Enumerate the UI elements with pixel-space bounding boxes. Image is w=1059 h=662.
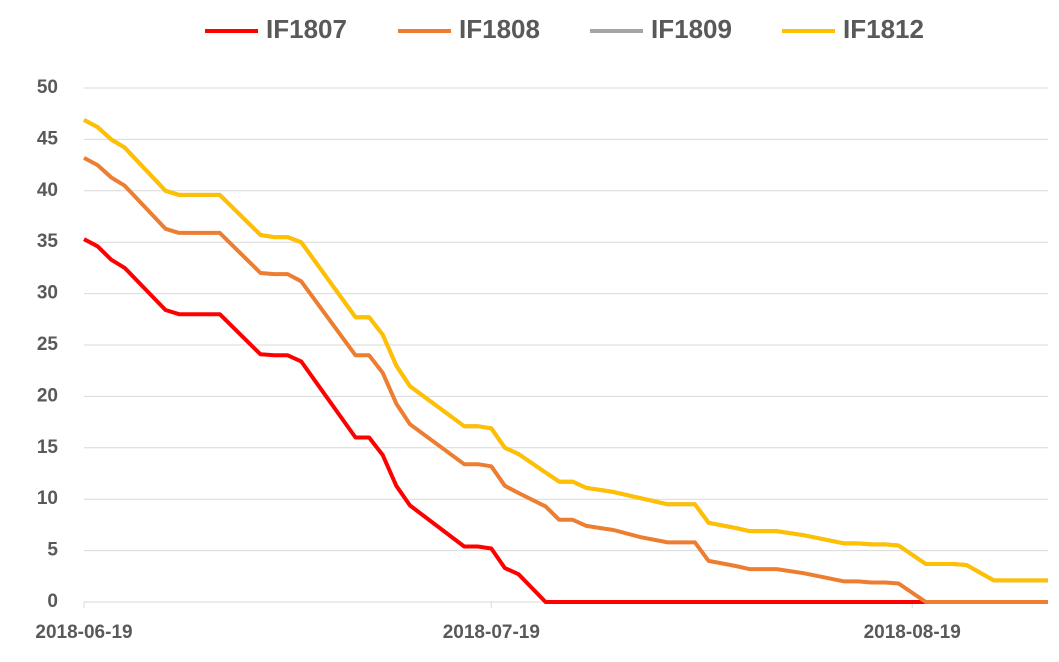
y-tick-label: 30	[37, 283, 58, 304]
series-line	[83, 156, 1048, 604]
x-tick-label: 2018-08-19	[864, 622, 961, 643]
y-tick-label: 25	[37, 334, 59, 355]
y-tick-label: 20	[37, 385, 58, 406]
legend-label: IF1808	[459, 14, 540, 44]
y-tick-label: 45	[37, 128, 59, 149]
y-tick-label: 50	[37, 77, 58, 98]
legend-label: IF1807	[266, 14, 347, 44]
series-line	[83, 237, 1048, 604]
series-line	[83, 118, 1048, 583]
y-tick-label: 40	[37, 180, 58, 201]
y-tick-label: 15	[37, 437, 59, 458]
legend-label: IF1809	[651, 14, 732, 44]
x-tick-label: 2018-07-19	[443, 622, 540, 643]
x-tick-label: 2018-06-19	[35, 622, 132, 643]
y-tick-label: 0	[47, 591, 58, 612]
legend-label: IF1812	[843, 14, 924, 44]
y-tick-label: 35	[37, 231, 59, 252]
y-tick-label: 5	[47, 540, 58, 561]
y-tick-label: 10	[37, 488, 58, 509]
series-line	[83, 118, 1048, 583]
